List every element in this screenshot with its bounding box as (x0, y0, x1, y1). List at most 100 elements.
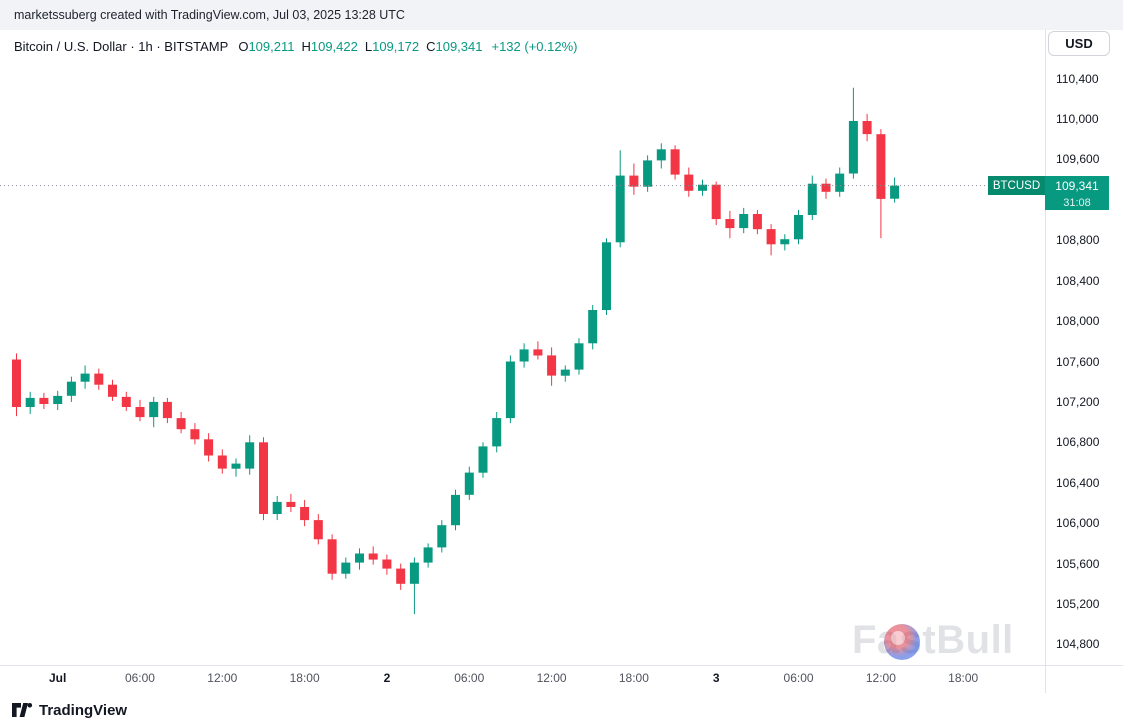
candle (876, 129, 886, 239)
high-value: 109,422 (310, 38, 358, 54)
candle (286, 493, 296, 513)
candle (451, 489, 460, 531)
candle (492, 412, 502, 453)
x-axis-label: 12:00 (207, 671, 238, 685)
close-value: 109,341 (435, 38, 483, 54)
candle (327, 534, 337, 580)
candle (752, 209, 762, 235)
x-axis-label: 06:00 (454, 671, 485, 685)
candle (602, 238, 611, 315)
candle (135, 399, 145, 422)
candle (505, 355, 515, 424)
candle (396, 563, 406, 590)
low-label: L (364, 38, 373, 54)
candle (313, 514, 323, 545)
candle (204, 433, 214, 462)
candle (108, 379, 117, 401)
close-label: C (426, 38, 436, 54)
candle (272, 495, 282, 521)
time-axis-separator (0, 665, 1123, 666)
x-axis-label: 12:00 (865, 671, 896, 685)
footer-bar: TradingView (0, 693, 1123, 727)
candle (519, 343, 529, 368)
chart-legend: Bitcoin / U.S. Dollar · 1h · BITSTAMP O1… (0, 30, 1045, 62)
candle (615, 150, 625, 248)
change-value: +132 (+0.12%) (491, 38, 578, 54)
x-axis-label: 18:00 (948, 671, 979, 685)
candle (368, 546, 378, 565)
x-axis-label: Jul (48, 671, 67, 685)
candle (821, 178, 831, 199)
y-axis-label: 104,800 (1056, 637, 1100, 652)
candle (53, 390, 63, 410)
y-axis-label: 110,000 (1056, 112, 1099, 126)
y-axis-label: 105,600 (1056, 556, 1100, 571)
ohlc-values: O109,211 H109,422 L109,172 C109,341 +132… (238, 39, 577, 54)
x-axis-label: 3 (712, 671, 720, 685)
price-label-countdown: 31:08 (1045, 195, 1109, 211)
candle (711, 181, 721, 226)
price-axis[interactable]: 110,400 110,000 109,600 108,800 108,400 108,0… (1046, 30, 1123, 665)
candle (121, 391, 131, 411)
candle (12, 353, 21, 417)
candle (739, 207, 749, 234)
candle (25, 391, 35, 414)
attribution-bar: marketssuberg created with TradingView.c… (0, 0, 1123, 30)
symbol-title[interactable]: Bitcoin / U.S. Dollar · 1h · BITSTAMP (14, 38, 229, 54)
candle (684, 167, 694, 197)
candle (66, 376, 76, 402)
candle (560, 365, 570, 382)
candle (643, 155, 653, 192)
candle (176, 412, 186, 434)
x-axis-label: 12:00 (536, 671, 567, 685)
y-axis-label: 106,800 (1056, 435, 1100, 450)
candle (217, 449, 227, 474)
candle (149, 396, 159, 428)
price-label-symbol: BTCUSD (988, 176, 1045, 196)
x-axis-label: 18:00 (289, 671, 320, 685)
x-axis-label: 18:00 (618, 671, 649, 685)
candle (409, 557, 419, 615)
candle (423, 543, 433, 568)
candle (588, 304, 598, 350)
candle (382, 554, 392, 575)
y-axis-label: 108,400 (1056, 273, 1100, 288)
candle (698, 179, 707, 196)
attribution-text: marketssuberg created with TradingView.c… (14, 8, 405, 22)
x-axis-label: 06:00 (124, 671, 155, 685)
tradingview-logo[interactable]: TradingView (12, 702, 127, 719)
y-axis-label: 108,800 (1056, 233, 1100, 248)
y-axis-label: 110,400 (1056, 71, 1099, 86)
y-axis-label: 109,600 (1056, 152, 1100, 167)
candle (629, 163, 639, 195)
y-axis-label: 105,200 (1056, 597, 1100, 611)
candle (656, 143, 666, 169)
candle (190, 423, 200, 445)
fastbull-watermark-text: FastBull (852, 618, 1014, 662)
tradingview-logo-icon (12, 703, 33, 717)
candle (766, 224, 776, 256)
fastbull-watermark: FastBull (852, 616, 1052, 668)
candle (794, 209, 803, 245)
candle (890, 177, 900, 203)
candle (80, 365, 90, 389)
candle (835, 167, 845, 197)
open-value: 109,211 (248, 38, 295, 54)
candle (39, 392, 49, 409)
current-price-label: BTCUSD 109,341 31:08 (988, 176, 1109, 211)
currency-toggle-button[interactable]: USD (1048, 31, 1110, 56)
candle (259, 437, 268, 521)
time-axis[interactable]: Jul 06:00 12:00 18:00 2 06:00 12:00 18:00 3 06:00… (0, 666, 1045, 692)
tradingview-brand-text: TradingView (39, 701, 128, 719)
candle (725, 210, 735, 239)
candle (807, 175, 817, 220)
candle (355, 548, 364, 570)
candle (437, 520, 447, 553)
fastbull-logo-icon (884, 624, 920, 660)
candle (670, 145, 680, 180)
candle (341, 557, 351, 579)
candle (574, 338, 584, 375)
candle (848, 87, 858, 179)
y-axis-label: 107,600 (1056, 354, 1100, 369)
